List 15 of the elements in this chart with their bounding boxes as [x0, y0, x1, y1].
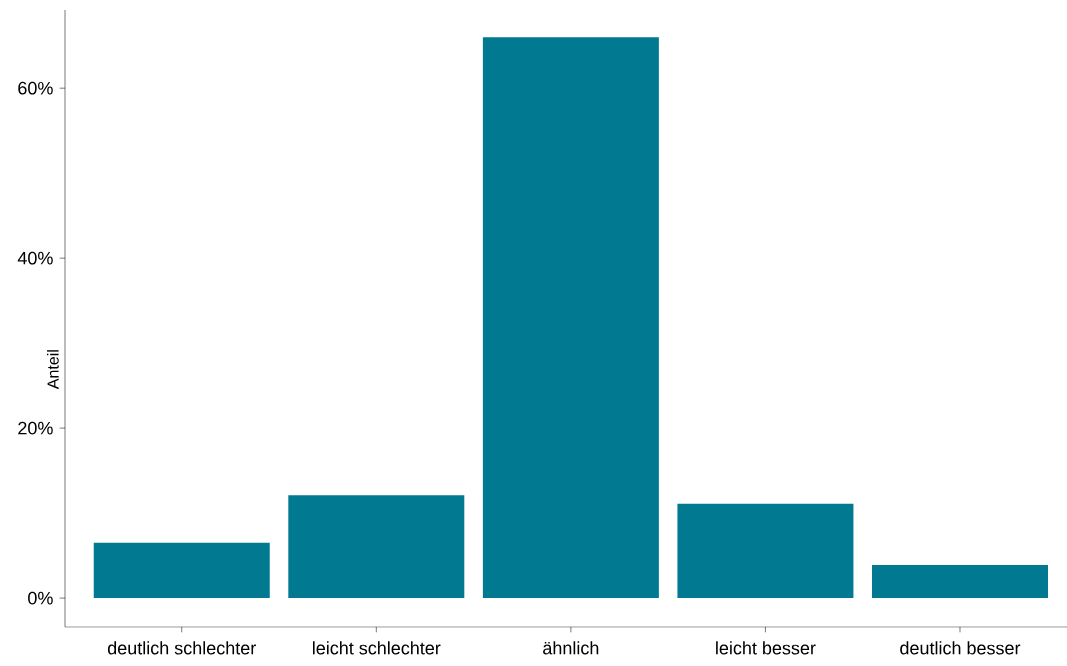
bar: [872, 564, 1048, 599]
x-tick-label: deutlich schlechter: [107, 641, 256, 655]
x-tick-label: leicht schlechter: [312, 641, 441, 655]
y-tick-label: 20%: [18, 421, 53, 435]
bar: [93, 542, 270, 599]
bar: [677, 503, 854, 599]
x-tick-label: leicht besser: [716, 641, 816, 655]
y-tick-label: 60%: [18, 81, 53, 95]
bar: [288, 495, 465, 599]
bar: [482, 37, 659, 599]
x-tick-label: deutlich besser: [900, 641, 1021, 655]
y-tick-label: 0%: [28, 591, 53, 605]
y-axis-title: Anteil: [47, 350, 59, 390]
y-tick-label: 40%: [17, 251, 53, 265]
x-tick-label: ähnlich: [543, 641, 599, 655]
